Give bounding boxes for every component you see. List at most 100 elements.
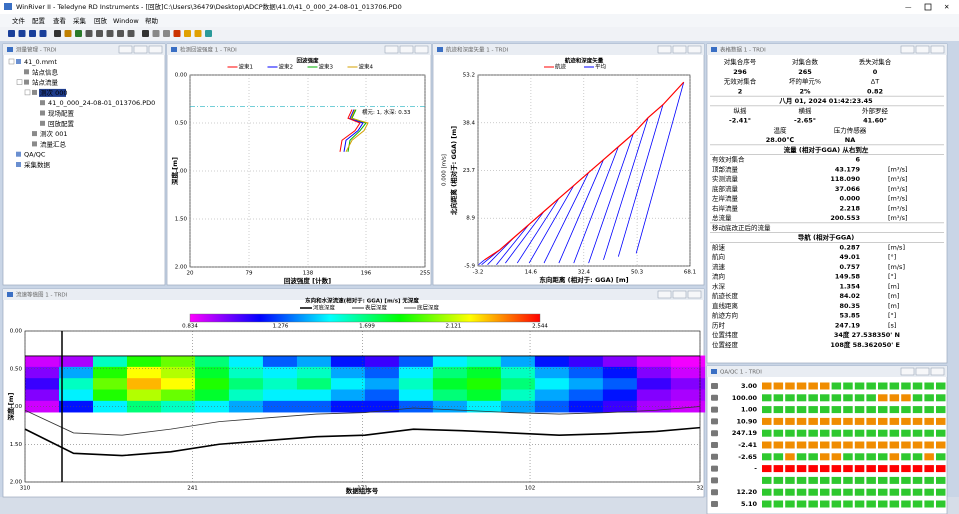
qa-status — [889, 429, 900, 437]
menu-item[interactable]: 配置 — [32, 17, 46, 25]
qa-status — [936, 453, 946, 461]
qa-status — [901, 441, 911, 449]
toolbar-button[interactable] — [152, 30, 160, 37]
toolbar-button[interactable] — [29, 30, 36, 37]
qa-status — [808, 465, 818, 473]
qa-icon — [711, 477, 718, 484]
tree-item[interactable]: 41_0.mmt — [24, 58, 57, 66]
minimize-button[interactable]: — — [905, 3, 912, 11]
tree-item[interactable]: 站点信息 — [32, 67, 59, 76]
qa-status — [924, 417, 934, 425]
table-cell: 2% — [799, 87, 811, 95]
window-button[interactable] — [148, 45, 163, 54]
window-button[interactable] — [399, 45, 414, 54]
tree-item[interactable]: 站点流量 — [32, 78, 59, 87]
qa-status — [785, 382, 795, 390]
menu-item[interactable]: Window — [113, 17, 139, 25]
qa-status — [808, 453, 818, 461]
window-button[interactable] — [915, 367, 930, 376]
window-button[interactable] — [133, 45, 148, 54]
qa-status — [901, 500, 911, 508]
toolbar-button[interactable] — [8, 30, 15, 37]
window-button[interactable] — [414, 45, 429, 54]
legend-label: 波束1 — [239, 63, 254, 71]
tree-item[interactable]: 测次 000 — [40, 88, 67, 97]
y-tick-label: 38.4 — [463, 120, 476, 126]
toolbar-button[interactable] — [75, 30, 82, 37]
toolbar-button[interactable] — [117, 30, 124, 37]
tree-item[interactable]: QA/QC — [24, 151, 46, 159]
y-tick-label: 8.9 — [466, 216, 475, 222]
window-button[interactable] — [657, 45, 672, 54]
qa-status — [866, 500, 876, 508]
window-button[interactable] — [384, 45, 399, 54]
tree-item[interactable]: 现场配置 — [48, 109, 75, 118]
qa-status — [796, 382, 807, 390]
toolbar-button[interactable] — [184, 30, 191, 37]
tree-item[interactable]: 41_0_000_24-08-01_013706.PD0 — [48, 99, 155, 107]
window-button[interactable] — [900, 45, 915, 54]
window-button[interactable] — [687, 290, 702, 299]
window-button[interactable] — [118, 45, 133, 54]
menu-item[interactable]: 帮助 — [145, 16, 159, 25]
toolbar-button[interactable] — [127, 30, 135, 37]
toolbar-button[interactable] — [64, 30, 72, 37]
tree-item[interactable]: 测次 001 — [40, 129, 67, 138]
qa-status — [785, 500, 795, 508]
qa-status — [901, 453, 911, 461]
table-label: 左岸流量 — [712, 194, 739, 203]
tree-item[interactable]: 回放配置 — [48, 119, 75, 128]
toolbar-button[interactable] — [96, 30, 103, 37]
qa-status — [843, 406, 853, 414]
menu-item[interactable]: 查看 — [53, 16, 67, 25]
toolbar-button[interactable] — [205, 30, 212, 37]
tree-item[interactable]: 采集数据 — [24, 160, 51, 169]
qa-status — [878, 465, 888, 473]
qa-status — [866, 417, 876, 425]
maximize-button[interactable] — [924, 3, 932, 11]
menu-item[interactable]: 文件 — [12, 16, 26, 25]
toolbar-button[interactable] — [173, 30, 181, 37]
window-button[interactable] — [672, 45, 687, 54]
toolbar-button[interactable] — [106, 30, 114, 37]
velocity-cell — [58, 389, 94, 402]
window-button[interactable] — [930, 367, 945, 376]
toolbar-button[interactable] — [194, 30, 202, 37]
panel-icon — [711, 47, 717, 52]
table-value: 49.01 — [839, 253, 860, 261]
velocity-cell — [636, 389, 672, 402]
window-button[interactable] — [657, 290, 672, 299]
qa-value: 5.10 — [741, 500, 758, 508]
window-button[interactable] — [915, 45, 930, 54]
qa-status — [831, 488, 842, 496]
toolbar-button[interactable] — [18, 30, 26, 37]
qa-status — [854, 394, 865, 402]
velocity-cell — [228, 400, 264, 413]
close-button[interactable]: ✕ — [944, 3, 949, 11]
menu-item[interactable]: 回放 — [94, 16, 108, 25]
qa-value: -2.65 — [738, 453, 757, 461]
window-button[interactable] — [900, 367, 915, 376]
window-button[interactable] — [687, 45, 702, 54]
tree-item[interactable]: 流量汇总 — [40, 139, 67, 148]
velocity-cell — [636, 400, 672, 413]
velocity-cell — [500, 378, 536, 390]
velocity-cell — [534, 378, 570, 390]
qa-status — [901, 406, 911, 414]
toolbar-button[interactable] — [163, 30, 170, 37]
toolbar-button[interactable] — [39, 30, 47, 37]
qa-status — [831, 394, 842, 402]
window-button[interactable] — [672, 290, 687, 299]
window-button[interactable] — [930, 45, 945, 54]
menu-item[interactable]: 采集 — [73, 16, 87, 25]
chart-title: 东向和水深流速(相对于: GGA) [m/s] 无深度 — [305, 297, 419, 305]
toolbar-button[interactable] — [85, 30, 93, 37]
qa-status — [901, 417, 911, 425]
qa-status — [866, 406, 876, 414]
toolbar-button[interactable] — [142, 30, 149, 37]
table-cell: 外部罗经 — [862, 106, 889, 115]
table-unit: [m³/s] — [888, 175, 908, 183]
toolbar-button[interactable] — [54, 30, 61, 37]
qa-status — [762, 429, 772, 437]
velocity-cell — [25, 355, 60, 368]
